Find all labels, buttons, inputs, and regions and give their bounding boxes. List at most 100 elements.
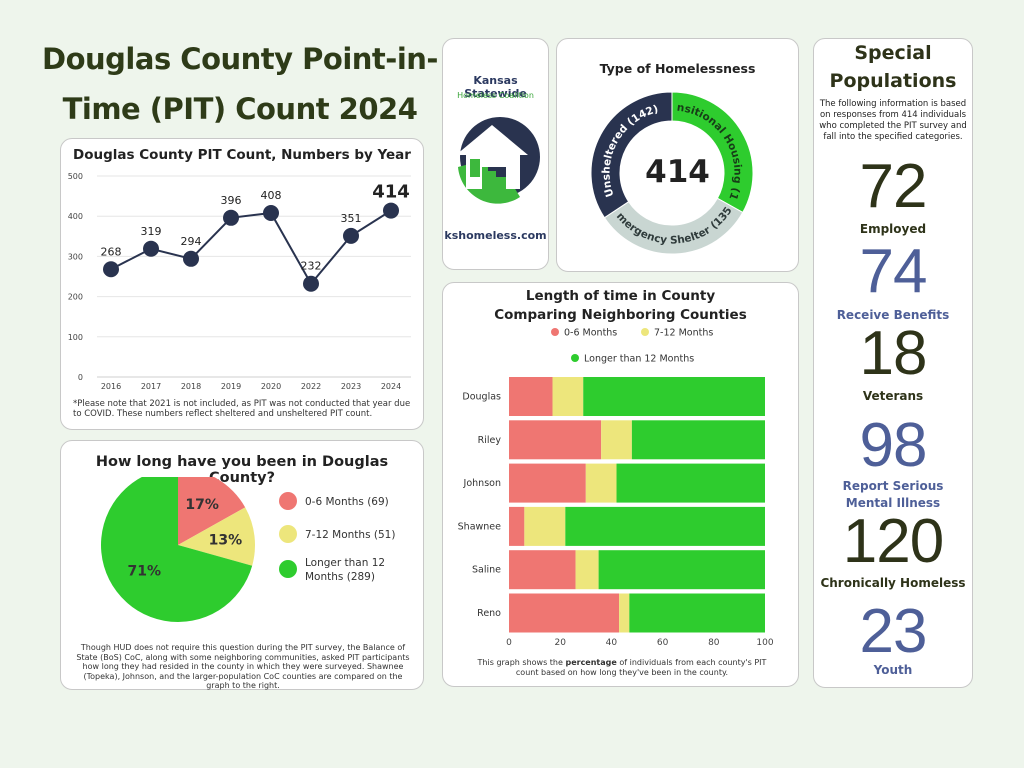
line-chart-title: Douglas County PIT Count, Numbers by Yea… [73,147,411,163]
y-tick-label: 200 [68,293,83,302]
bar-segment [619,593,630,633]
stat-value-benefits: 74 [859,237,928,306]
bar-segment [552,377,584,416]
x-tick-label: 0 [506,638,512,648]
legend-label: Months (289) [305,571,375,583]
donut-chart: Transitional Housing (137)Emergency Shel… [557,79,754,255]
data-point [103,261,119,278]
bar-segment [601,420,632,460]
stat-value-chronic: 120 [842,507,944,576]
bar-segment [575,550,599,590]
data-label: 268 [101,245,122,258]
pie-chart-title: How long have you been in Douglas County… [95,454,389,486]
data-point [303,275,319,292]
line-chart-card: Douglas County PIT Count, Numbers by Yea… [60,138,424,430]
y-tick-label: 400 [68,212,83,221]
x-tick-label: 60 [657,638,669,648]
donut-chart-card: Type of Homelessness Transitional Housin… [556,38,799,272]
stat-label-chronic: Chronically Homeless [820,576,966,590]
bar-segment [509,550,576,590]
legend-swatch [551,328,559,336]
line-chart-note: *Please note that 2021 is not included, … [73,399,411,419]
special-intro: The following information is based on re… [819,99,967,142]
x-tick-label: 2018 [181,382,201,391]
legend-swatch [279,525,297,543]
legend-label: 0-6 Months (69) [305,496,389,508]
legend-label: Longer than 12 Months [584,354,694,365]
bar-note-start: This graph shows the [477,658,566,667]
bar-segment [509,377,553,416]
line-chart: 0 100 200 300 400 500 268 319 294 396 408 232 351 414… [68,172,411,391]
pie-slice [178,507,256,566]
data-label: 319 [141,225,162,238]
logo-org-line2: Homeless Coalition [457,91,534,100]
legend-label: Longer than 12 [305,557,385,569]
legend-label: 0-6 Months [564,328,617,339]
data-point [143,240,159,257]
logo-url[interactable]: kshomeless.com [444,229,547,242]
legend-swatch [279,492,297,510]
bar-chart-note: This graph shows the percentage of indiv… [467,658,777,678]
donut-slice [603,197,744,255]
legend-swatch [641,328,649,336]
stat-value-mental-illness: 98 [859,411,928,480]
logo-org-line1: Kansas Statewide [464,74,527,100]
x-tick-label: 20 [554,638,566,648]
data-label: 351 [341,212,362,225]
y-tick-label: 300 [68,252,83,261]
bar-segment [629,593,765,633]
stat-label-mental-illness: Report Serious Mental Illness [842,479,944,510]
x-tick-label: 2017 [141,382,161,391]
stat-label-employed: Employed [859,222,927,236]
x-tick-label: 2019 [221,382,241,391]
data-label: 232 [301,260,322,273]
slice-label: 71% [128,564,162,580]
bar-segment [524,506,566,546]
pie-slice [101,477,253,622]
data-point [263,204,279,221]
y-tick-label: Johnson [463,478,501,489]
legend-swatch [279,560,297,578]
x-tick-label: 2022 [301,382,321,391]
y-tick-label: 500 [68,172,83,181]
pie-chart: 17% 13% 71% 0-6 Months (69) 7-12 Months (51)… [101,477,395,622]
x-tick-label: 2023 [341,382,361,391]
house-icon [456,117,540,204]
data-label: 408 [261,189,282,202]
stat-value-youth: 23 [859,597,928,666]
x-tick-label: 100 [756,638,773,648]
page-title: Douglas County Point-in-Time (PIT) Count… [42,42,438,126]
bar-segment [598,550,765,590]
x-tick-label: 40 [606,638,618,648]
x-tick-label: 2024 [381,382,401,391]
bar-segment [616,463,765,503]
y-tick-label: 100 [68,333,83,342]
stat-label-benefits: Receive Benefits [836,308,950,322]
donut-slice [590,91,673,219]
special-title-line2: Populations [829,70,957,92]
bar-segment [509,420,602,460]
x-tick-label: 2020 [261,382,281,391]
legend-label: 7-12 Months (51) [305,529,395,541]
data-point [183,250,199,267]
data-point [223,209,239,226]
y-tick-label: Douglas [462,392,501,403]
donut-slice [671,91,754,214]
special-title-line1: Special [854,42,932,64]
bar-chart-card: Length of time in County Comparing Neigh… [442,282,799,687]
x-tick-label: 2016 [101,382,121,391]
legend-label: 7-12 Months [654,328,713,339]
bar-note-bold: percentage [565,658,617,667]
slice-label: 17% [185,497,219,513]
pie-slice [178,477,246,545]
donut-chart-title: Type of Homelessness [599,61,756,76]
donut-center-label: 414 [645,154,710,190]
bar-note-end: of individuals from each county's PIT co… [515,658,767,677]
stat-label-veterans: Veterans [862,389,924,403]
bar-segment [565,506,765,546]
bar-chart: 0-6 Months 7-12 Months Longer than 12 Mont… [458,328,774,649]
y-tick-label: Riley [478,435,502,446]
stat-value-employed: 72 [859,152,928,221]
data-point [383,202,399,219]
legend-swatch [571,354,579,362]
